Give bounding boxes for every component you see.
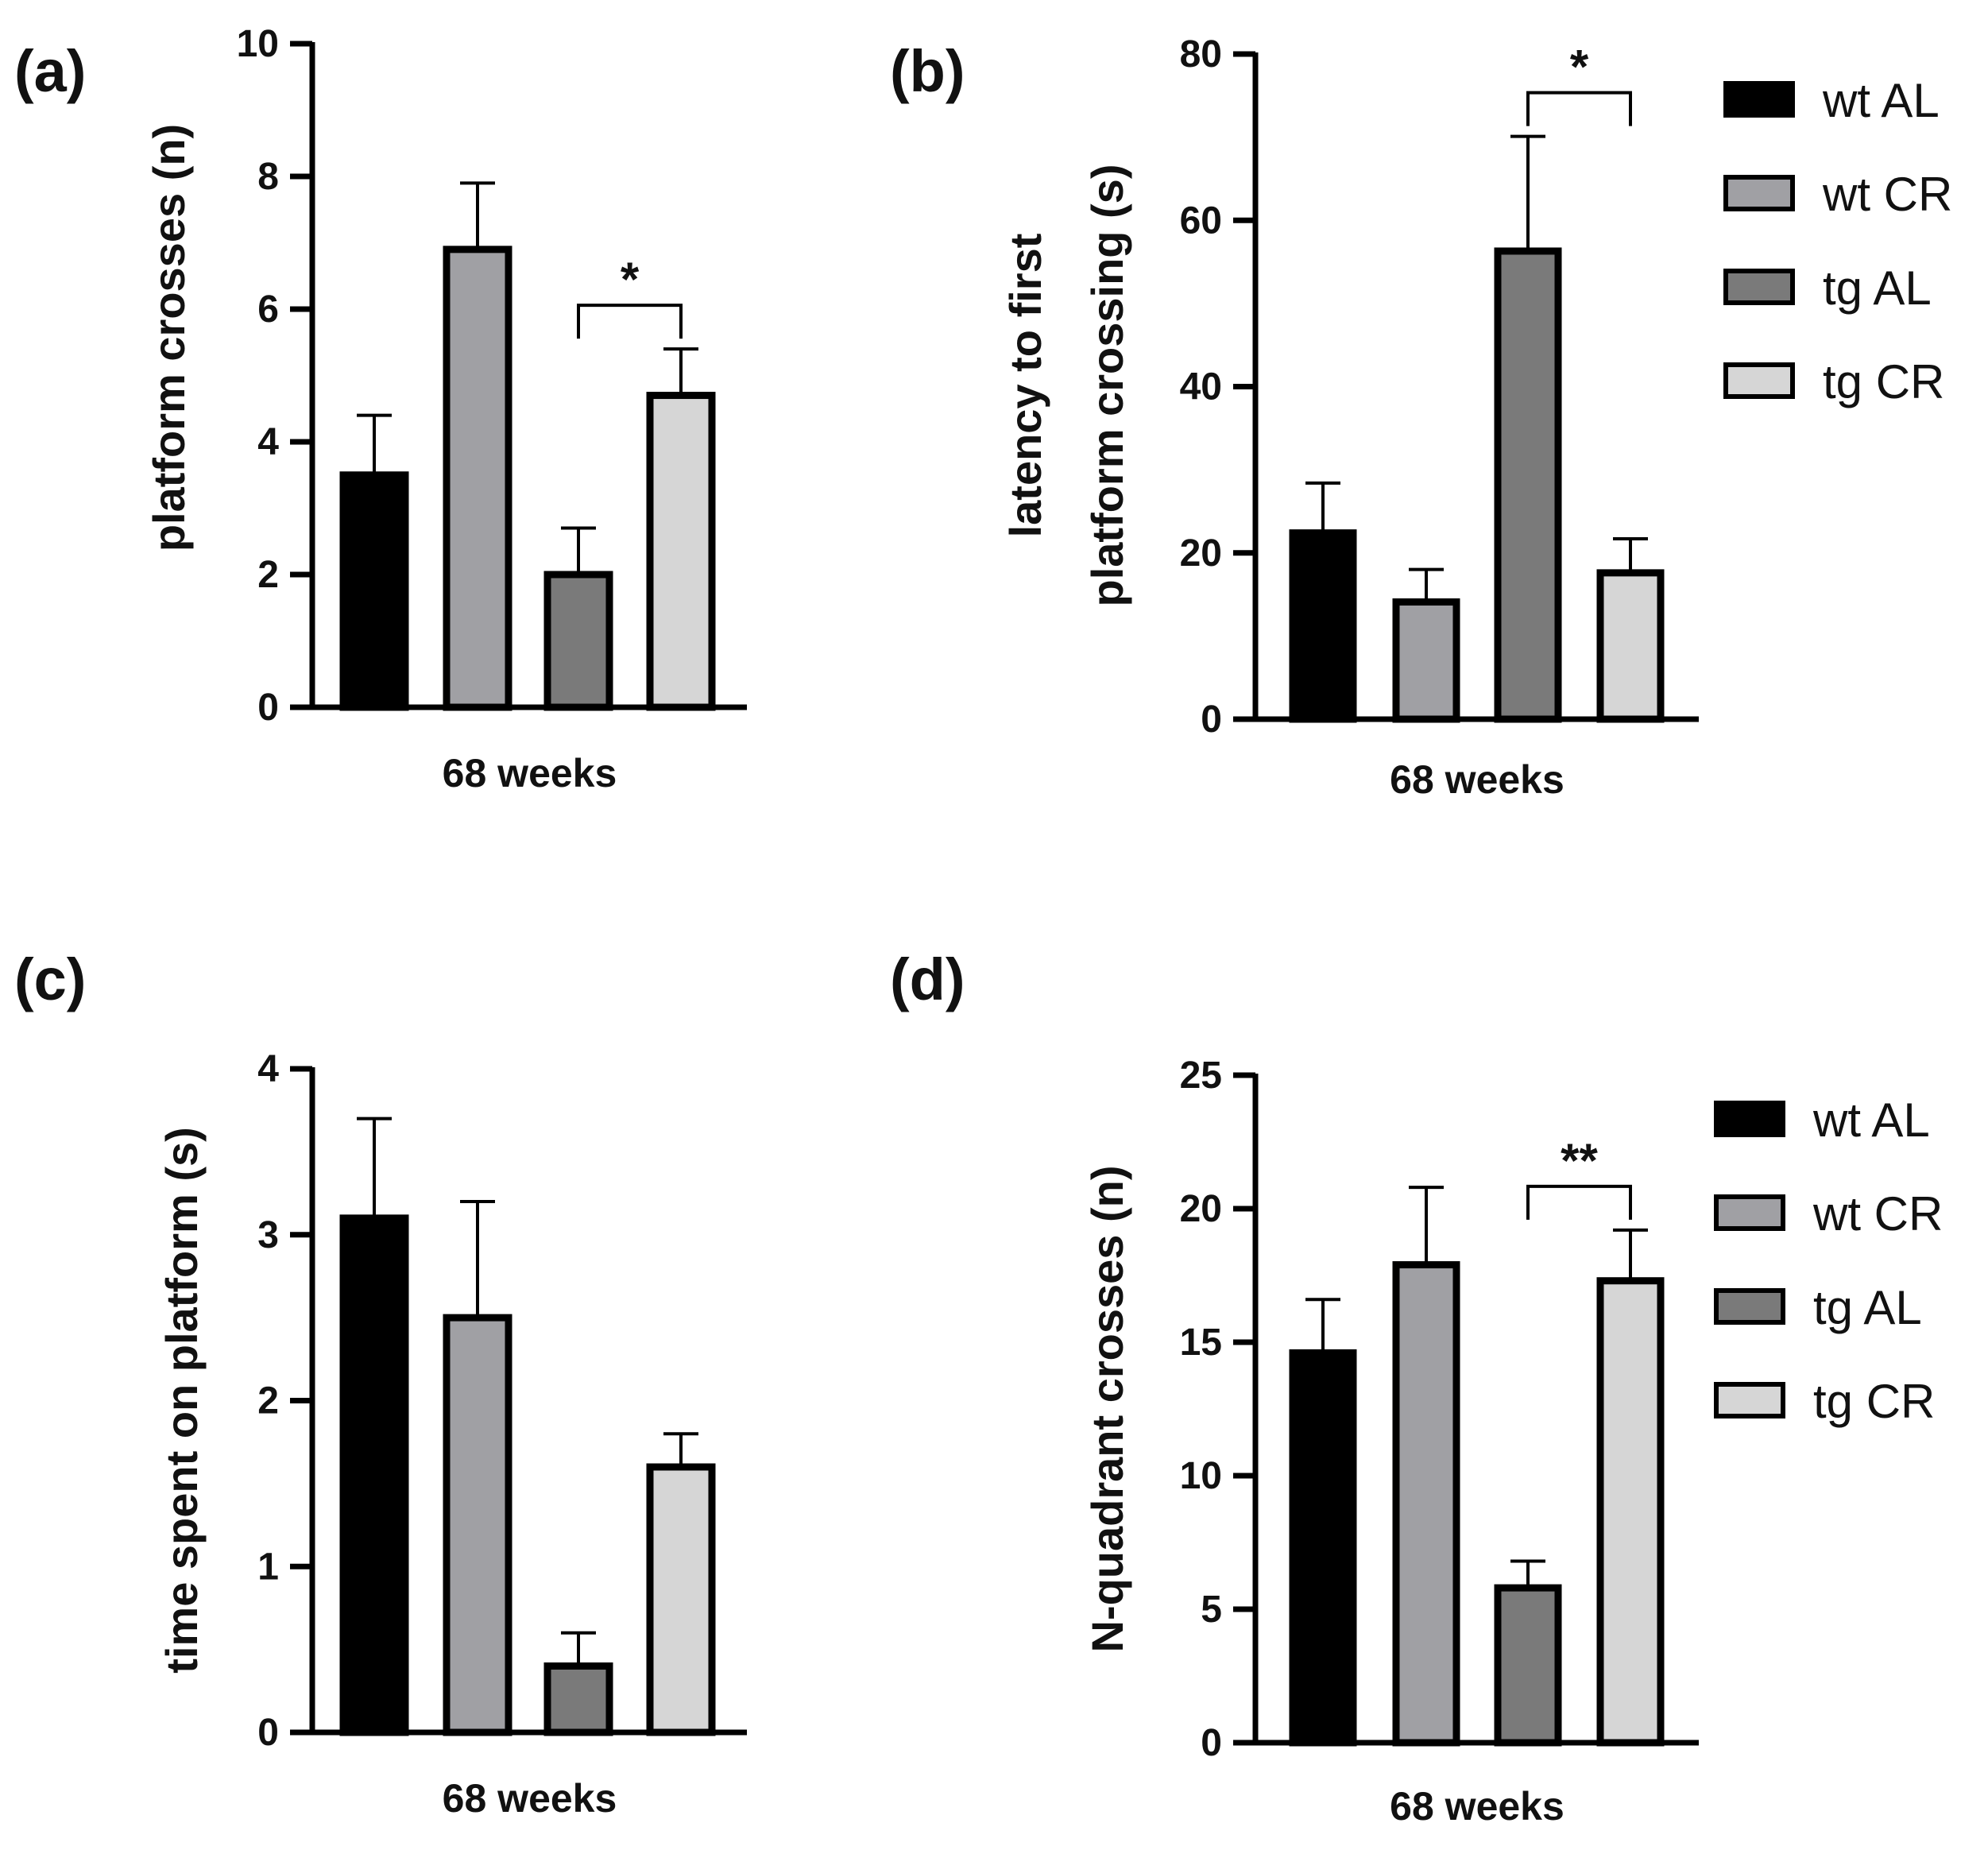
bar-wt-cr — [443, 1314, 512, 1736]
panel-label: (a) — [14, 38, 86, 104]
y-tick-label: 40 — [1180, 366, 1222, 408]
bar-tg-al — [543, 571, 613, 711]
legend-swatch — [1714, 1382, 1785, 1418]
legend-label: wt AL — [1812, 1093, 1930, 1147]
legend-swatch — [1723, 269, 1795, 305]
panel-label: (d) — [890, 946, 965, 1012]
legend-label: wt AL — [1822, 74, 1940, 127]
legend-swatch — [1714, 1288, 1785, 1325]
y-tick-label: 2 — [257, 554, 279, 596]
significance-bracket — [577, 304, 683, 339]
panel-d: (d) 0 5 10 15 20 25 N-quadrant crosses (n) 68 we… — [890, 946, 1943, 1829]
panel-c: (c) 0 1 2 3 4 time spent on platform (s) 68 wee… — [14, 946, 747, 1821]
legend-swatch — [1723, 362, 1795, 399]
legend-swatch — [1714, 1101, 1785, 1137]
y-tick-label: 1 — [257, 1546, 279, 1588]
significance-bracket — [1526, 1184, 1632, 1220]
y-axis-label: platform crosses (n) — [144, 124, 194, 552]
legend-label: tg CR — [1813, 1375, 1935, 1428]
y-tick-label: 0 — [1201, 1722, 1222, 1764]
y-axis-label: time spent on platform (s) — [157, 1127, 207, 1674]
significance-label: * — [621, 253, 640, 306]
legend-label: tg AL — [1823, 261, 1932, 315]
legend-label: wt CR — [1822, 168, 1952, 221]
bar-tg-cr — [646, 392, 716, 711]
bar-wt-cr — [1392, 598, 1460, 723]
y-tick-label: 6 — [257, 288, 279, 331]
y-tick-label: 10 — [237, 23, 279, 65]
legend: wt AL wt CR tg AL tg CR — [1723, 74, 1952, 408]
y-tick-label: 3 — [257, 1214, 279, 1256]
legend: wt AL wt CR tg AL tg CR — [1714, 1093, 1943, 1428]
bar-wt-cr — [443, 246, 512, 711]
bar-tg-cr — [646, 1463, 716, 1736]
y-tick-label: 2 — [257, 1380, 279, 1422]
bar-wt-al — [339, 471, 409, 711]
bar-tg-al — [1494, 1584, 1562, 1747]
bar-wt-al — [1289, 529, 1357, 723]
legend-label: wt CR — [1812, 1187, 1943, 1240]
legend-label: tg AL — [1813, 1281, 1922, 1334]
panel-a: (a) 0 2 4 6 8 10 platform crosses (n) 68 weeks * — [14, 23, 747, 795]
legend-swatch — [1723, 81, 1795, 118]
y-axis-label: N-quadrant crosses (n) — [1082, 1166, 1132, 1653]
y-tick-label: 60 — [1180, 199, 1222, 242]
panel-b: (b) 0 20 40 60 80 latency to first platform cro… — [890, 33, 1952, 802]
y-tick-label: 0 — [257, 1712, 279, 1754]
y-tick-label: 25 — [1180, 1055, 1222, 1097]
bar-tg-al — [1494, 247, 1562, 723]
panel-label: (b) — [890, 38, 965, 104]
y-tick-label: 4 — [257, 421, 279, 463]
y-tick-label: 20 — [1180, 1188, 1222, 1230]
y-tick-label: 0 — [1201, 699, 1222, 741]
y-tick-label: 20 — [1180, 532, 1222, 575]
legend-label: tg CR — [1823, 355, 1944, 408]
bar-wt-al — [1289, 1349, 1357, 1747]
y-tick-label: 0 — [257, 687, 279, 729]
y-axis-label: platform crossing (s) — [1082, 164, 1132, 607]
bar-wt-cr — [1392, 1261, 1460, 1747]
significance-bracket — [1526, 91, 1632, 126]
y-tick-label: 10 — [1180, 1455, 1222, 1497]
bar-tg-cr — [1596, 1277, 1665, 1747]
y-tick-label: 5 — [1201, 1589, 1222, 1631]
bar-tg-cr — [1596, 569, 1665, 723]
bar-tg-al — [543, 1662, 613, 1736]
y-axis-label: latency to first — [1000, 234, 1050, 538]
y-tick-label: 80 — [1180, 33, 1222, 75]
significance-label: ** — [1561, 1134, 1598, 1187]
x-axis-label: 68 weeks — [1390, 757, 1564, 802]
y-tick-label: 15 — [1180, 1322, 1222, 1364]
x-axis-label: 68 weeks — [1390, 1784, 1564, 1829]
panel-label: (c) — [14, 946, 86, 1012]
x-axis-label: 68 weeks — [443, 751, 617, 795]
bar-wt-al — [339, 1214, 409, 1736]
y-tick-label: 4 — [257, 1048, 279, 1090]
y-tick-label: 8 — [257, 156, 279, 198]
legend-swatch — [1714, 1194, 1785, 1231]
significance-label: * — [1570, 41, 1589, 94]
x-axis-label: 68 weeks — [443, 1776, 617, 1821]
legend-swatch — [1723, 175, 1795, 211]
